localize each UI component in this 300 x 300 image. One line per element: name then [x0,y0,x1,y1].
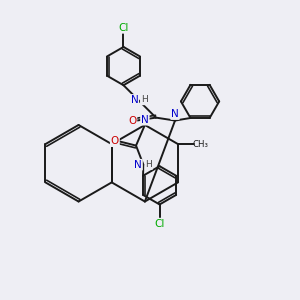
Text: CH₃: CH₃ [192,140,208,148]
Text: Cl: Cl [154,219,165,229]
Text: N: N [134,160,142,170]
Text: N: N [171,109,179,119]
Text: N: N [130,95,138,105]
Text: O: O [111,136,119,146]
Text: Cl: Cl [118,23,129,33]
Text: H: H [141,95,148,104]
Text: H: H [145,160,152,169]
Text: N: N [141,115,149,125]
Text: O: O [128,116,136,126]
